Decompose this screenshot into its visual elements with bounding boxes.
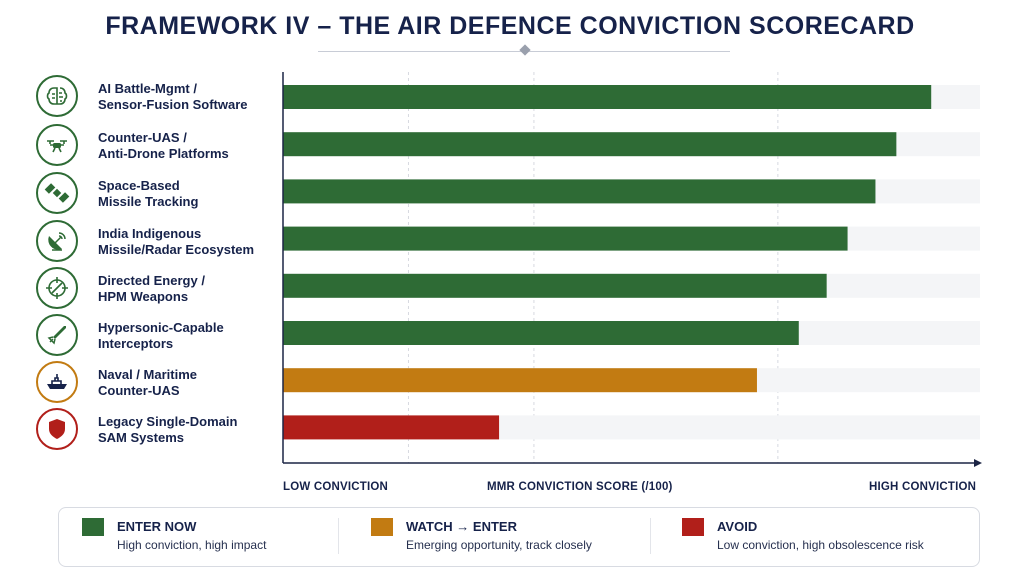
- category-label: Legacy Single-Domain SAM Systems: [98, 414, 238, 445]
- x-axis-arrow: [974, 459, 982, 467]
- category-label: Directed Energy / HPM Weapons: [98, 273, 205, 304]
- legend-desc-watch-enter: Emerging opportunity, track closely: [406, 538, 592, 552]
- legend-swatch-avoid: [682, 518, 704, 536]
- category-label: Hypersonic-Capable Interceptors: [98, 320, 224, 351]
- legend-desc-avoid: Low conviction, high obsolescence risk: [717, 538, 924, 552]
- legend-title-avoid: AVOID: [717, 519, 758, 534]
- category-label: Naval / Maritime Counter-UAS: [98, 367, 197, 398]
- legend-divider: [650, 518, 651, 554]
- category-label: AI Battle-Mgmt / Sensor-Fusion Software: [98, 81, 248, 112]
- bar: [283, 273, 827, 298]
- chart-title: FRAMEWORK IV – THE AIR DEFENCE CONVICTIO…: [105, 12, 915, 40]
- legend-swatch-enter-now: [82, 518, 104, 536]
- axis-caption-high: HIGH CONVICTION: [869, 481, 977, 493]
- category-label: Counter-UAS / Anti-Drone Platforms: [98, 130, 229, 161]
- bar: [283, 132, 897, 157]
- legend-divider: [338, 518, 339, 554]
- axis-caption-low: LOW CONVICTION: [283, 481, 389, 493]
- brain-icon: [36, 75, 78, 117]
- scorecard-chart: [282, 72, 982, 467]
- bar: [283, 85, 932, 109]
- crosshair-icon: [36, 267, 78, 309]
- bar: [283, 415, 500, 440]
- shield-icon: [36, 408, 78, 450]
- legend-swatch-watch-enter: [371, 518, 393, 536]
- legend: [58, 507, 980, 567]
- category-label: India Indigenous Missile/Radar Ecosystem: [98, 226, 255, 257]
- legend-title-enter-now: ENTER NOW: [117, 519, 197, 534]
- drone-icon: [36, 124, 78, 166]
- radar-dish-icon: [36, 220, 78, 262]
- bar: [283, 368, 757, 393]
- legend-title-watch-enter: WATCH → ENTER: [406, 519, 517, 534]
- x-axis-label: MMR CONVICTION SCORE (/100): [487, 481, 673, 493]
- grid-lines: [407, 72, 779, 463]
- warship-icon: [36, 361, 78, 403]
- bar: [283, 321, 799, 345]
- bar: [283, 226, 848, 251]
- bar: [283, 179, 876, 204]
- satellite-icon: [36, 172, 78, 214]
- bars: [283, 85, 932, 440]
- category-label: Space-Based Missile Tracking: [98, 178, 199, 209]
- missile-icon: [36, 314, 78, 356]
- axes: [282, 72, 982, 467]
- legend-desc-enter-now: High conviction, high impact: [117, 538, 267, 552]
